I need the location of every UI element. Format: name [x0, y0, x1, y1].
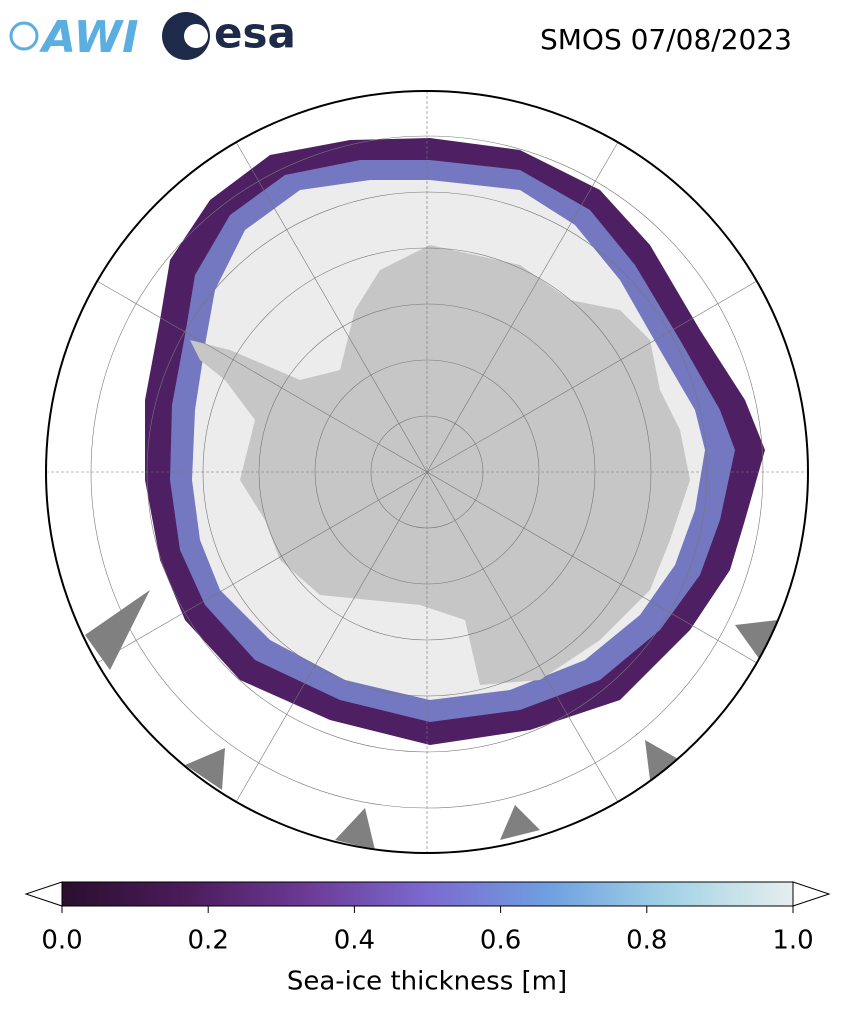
- invalid-patches: [85, 590, 778, 850]
- colorbar-tick-label: 0.4: [334, 926, 375, 956]
- awi-logo: AWI: [9, 12, 139, 63]
- colorbar: 0.0 0.2 0.4 0.6 0.8 1.0: [24, 881, 831, 956]
- graticule: [46, 91, 808, 853]
- colorbar-tick-label: 0.0: [41, 926, 82, 956]
- awi-logo-text: AWI: [39, 12, 139, 63]
- colorbar-extend-high: [792, 881, 831, 907]
- map: [46, 91, 808, 853]
- colorbar-tick-label: 0.8: [626, 926, 667, 956]
- colorbar-extend-low: [24, 881, 63, 907]
- colorbar-tick-label: 0.2: [188, 926, 229, 956]
- map-title: SMOS 07/08/2023: [540, 23, 792, 56]
- esa-logo-text: esa: [214, 9, 296, 58]
- colorbar-tick-label: 1.0: [772, 926, 813, 956]
- colorbar-label: Sea-ice thickness [m]: [287, 967, 567, 997]
- antarctica: [190, 245, 690, 685]
- map-frame: [45, 90, 809, 854]
- colorbar-tick-label: 0.6: [480, 926, 521, 956]
- esa-logo: esa: [162, 9, 296, 60]
- colorbar-ramp: [61, 881, 794, 907]
